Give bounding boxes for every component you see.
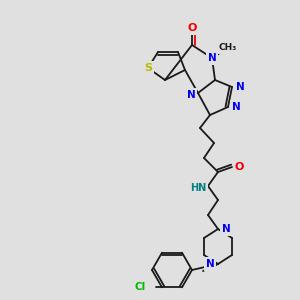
Text: N: N (222, 224, 230, 234)
Text: O: O (187, 23, 197, 33)
Text: N: N (206, 259, 214, 269)
Text: N: N (232, 102, 240, 112)
Text: Cl: Cl (134, 282, 146, 292)
Text: S: S (144, 63, 152, 73)
Text: N: N (236, 82, 244, 92)
Text: N: N (208, 53, 216, 63)
Text: CH₃: CH₃ (219, 44, 237, 52)
Text: N: N (187, 90, 195, 100)
Text: HN: HN (190, 183, 206, 193)
Text: O: O (234, 162, 244, 172)
